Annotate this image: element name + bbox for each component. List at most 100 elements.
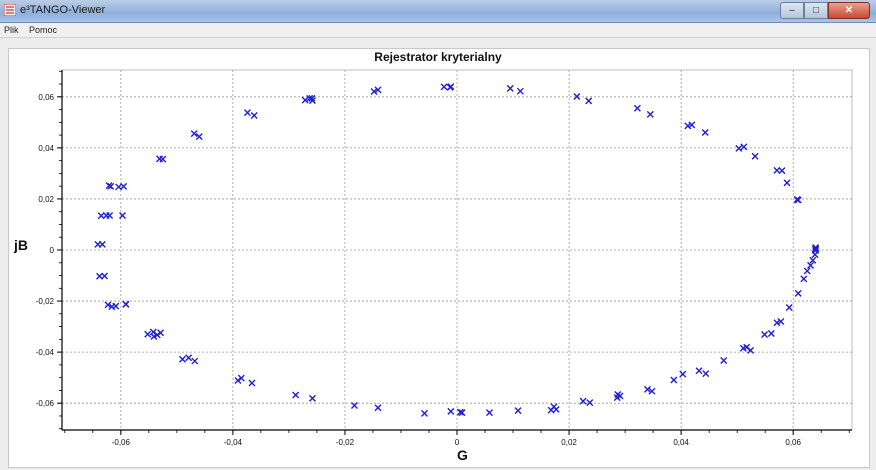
data-point-marker — [648, 387, 656, 395]
plot-panel — [8, 48, 870, 468]
minimize-icon: – — [789, 5, 795, 16]
minimize-button[interactable]: – — [780, 2, 804, 19]
data-point-marker — [783, 179, 791, 187]
close-button[interactable]: ✕ — [828, 2, 870, 19]
data-point-marker — [122, 300, 130, 308]
data-point-marker — [701, 129, 709, 137]
data-point-marker — [579, 397, 587, 405]
data-point-marker — [633, 104, 641, 112]
data-point-marker — [374, 86, 382, 94]
x-tick-label: 0,06 — [785, 438, 801, 447]
data-point-marker — [812, 243, 820, 251]
data-point-marker — [308, 94, 316, 102]
data-point-marker — [735, 144, 743, 152]
menu-item-plik[interactable]: Plik — [4, 25, 19, 35]
menu-bar: Plik Pomoc — [0, 23, 876, 38]
data-point-marker — [458, 409, 466, 417]
data-point-marker — [120, 182, 128, 190]
data-point-marker — [308, 394, 316, 402]
data-point-marker — [456, 408, 464, 416]
data-point-marker — [812, 245, 820, 253]
data-point-marker — [803, 267, 811, 275]
data-point-marker — [440, 83, 448, 91]
data-point-marker — [101, 272, 109, 280]
data-point-marker — [506, 84, 514, 92]
data-point-marker — [778, 167, 786, 175]
y-tick-label: 0,06 — [38, 93, 54, 102]
data-point-marker — [809, 256, 817, 264]
chart-title: Rejestrator kryterialny — [374, 50, 502, 64]
x-tick-label: 0,04 — [673, 438, 689, 447]
data-point-marker — [777, 317, 785, 325]
data-point-marker — [547, 406, 555, 414]
data-point-marker — [104, 301, 112, 309]
data-point-marker — [144, 330, 152, 338]
y-tick-label: 0 — [50, 246, 55, 255]
data-point-marker — [250, 111, 258, 119]
data-point-marker — [743, 343, 751, 351]
data-point-marker — [153, 331, 161, 339]
data-point-marker — [191, 357, 199, 365]
data-point-marker — [688, 121, 696, 129]
y-tick-label: -0,02 — [36, 297, 55, 306]
y-tick-label: -0,06 — [36, 399, 55, 408]
x-axis-label: G — [457, 447, 468, 463]
y-tick-label: 0,04 — [38, 144, 54, 153]
data-point-marker — [720, 357, 728, 365]
data-point-marker — [248, 379, 256, 387]
data-point-marker — [740, 143, 748, 151]
data-point-marker — [585, 97, 593, 105]
menu-item-pomoc[interactable]: Pomoc — [29, 25, 58, 35]
data-point-marker — [773, 319, 781, 327]
x-tick-label: -0,06 — [112, 438, 131, 447]
data-point-marker — [646, 110, 654, 118]
data-point-marker — [292, 391, 300, 399]
data-point-marker — [98, 240, 106, 248]
data-point-marker — [234, 376, 242, 384]
y-tick-label: 0,02 — [38, 195, 54, 204]
data-point-marker — [374, 404, 382, 412]
x-tick-label: 0,02 — [561, 438, 577, 447]
maximize-icon: □ — [812, 5, 820, 16]
data-point-marker — [237, 374, 245, 382]
y-tick-label: -0,04 — [36, 348, 55, 357]
data-point-marker — [751, 152, 759, 160]
data-point-marker — [644, 385, 651, 393]
data-point-marker — [447, 83, 455, 91]
data-point-marker — [670, 376, 678, 384]
maximize-button[interactable]: □ — [804, 2, 828, 19]
data-point-marker — [350, 401, 358, 409]
title-bar[interactable]: e³TANGO-Viewer – □ ✕ — [0, 0, 876, 23]
data-point-marker — [794, 196, 802, 204]
data-point-marker — [586, 399, 594, 407]
data-point-marker — [301, 96, 309, 104]
y-axis-label: jB — [14, 237, 28, 253]
data-point-marker — [514, 407, 522, 415]
data-point-marker — [195, 133, 203, 141]
data-point-marker — [695, 367, 703, 375]
data-point-marker — [613, 394, 621, 402]
data-point-marker — [185, 354, 193, 362]
data-point-marker — [794, 289, 802, 297]
data-point-marker — [516, 87, 524, 95]
data-point-marker — [159, 155, 167, 163]
data-point-marker — [308, 97, 316, 105]
data-point-marker — [486, 409, 493, 417]
data-point-marker — [119, 212, 127, 220]
data-point-marker — [702, 370, 710, 378]
data-point-marker — [106, 212, 114, 220]
data-point-marker — [447, 407, 455, 415]
data-point-marker — [112, 302, 120, 310]
data-point-marker — [178, 355, 186, 363]
data-point-marker — [421, 409, 428, 417]
x-tick-label: -0,04 — [224, 438, 243, 447]
data-point-marker — [573, 93, 581, 101]
data-point-marker — [190, 130, 198, 138]
data-point-marker — [107, 182, 115, 190]
app-icon — [4, 4, 16, 16]
x-tick-label: -0,02 — [336, 438, 355, 447]
data-point-marker — [679, 370, 687, 378]
data-point-marker — [785, 303, 793, 311]
